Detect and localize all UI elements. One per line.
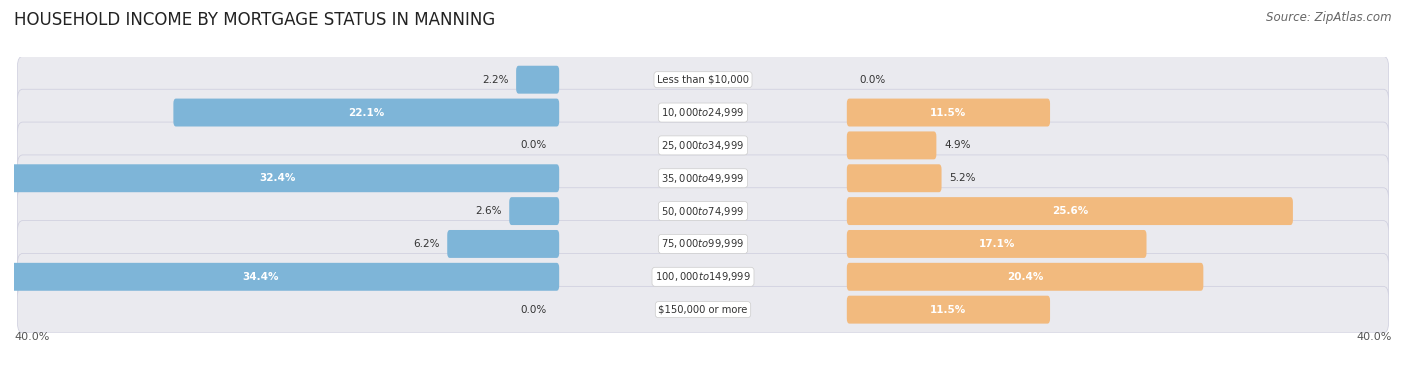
FancyBboxPatch shape <box>17 286 1389 333</box>
Text: 22.1%: 22.1% <box>349 108 384 118</box>
Text: 32.4%: 32.4% <box>259 173 295 183</box>
FancyBboxPatch shape <box>173 99 560 127</box>
Text: 5.2%: 5.2% <box>949 173 976 183</box>
FancyBboxPatch shape <box>0 164 560 192</box>
FancyBboxPatch shape <box>846 197 1294 225</box>
FancyBboxPatch shape <box>0 263 560 291</box>
FancyBboxPatch shape <box>846 230 1146 258</box>
Text: Less than $10,000: Less than $10,000 <box>657 75 749 85</box>
Text: $35,000 to $49,999: $35,000 to $49,999 <box>661 172 745 185</box>
Text: $100,000 to $149,999: $100,000 to $149,999 <box>655 270 751 283</box>
FancyBboxPatch shape <box>516 66 560 94</box>
Text: 34.4%: 34.4% <box>242 272 278 282</box>
FancyBboxPatch shape <box>17 56 1389 103</box>
Text: $75,000 to $99,999: $75,000 to $99,999 <box>661 237 745 251</box>
Text: 20.4%: 20.4% <box>1007 272 1043 282</box>
Text: $25,000 to $34,999: $25,000 to $34,999 <box>661 139 745 152</box>
Text: 25.6%: 25.6% <box>1052 206 1088 216</box>
FancyBboxPatch shape <box>846 296 1050 324</box>
FancyBboxPatch shape <box>509 197 560 225</box>
Text: 0.0%: 0.0% <box>859 75 886 85</box>
FancyBboxPatch shape <box>846 132 936 160</box>
FancyBboxPatch shape <box>17 254 1389 300</box>
Text: 40.0%: 40.0% <box>14 332 49 342</box>
FancyBboxPatch shape <box>846 99 1050 127</box>
Text: 40.0%: 40.0% <box>1357 332 1392 342</box>
Text: 11.5%: 11.5% <box>931 305 966 314</box>
Text: 0.0%: 0.0% <box>520 140 547 150</box>
Text: $50,000 to $74,999: $50,000 to $74,999 <box>661 204 745 218</box>
Text: 2.6%: 2.6% <box>475 206 502 216</box>
Text: HOUSEHOLD INCOME BY MORTGAGE STATUS IN MANNING: HOUSEHOLD INCOME BY MORTGAGE STATUS IN M… <box>14 11 495 29</box>
FancyBboxPatch shape <box>17 122 1389 169</box>
FancyBboxPatch shape <box>17 221 1389 267</box>
FancyBboxPatch shape <box>846 263 1204 291</box>
Text: 2.2%: 2.2% <box>482 75 509 85</box>
Text: 6.2%: 6.2% <box>413 239 440 249</box>
FancyBboxPatch shape <box>447 230 560 258</box>
Text: $10,000 to $24,999: $10,000 to $24,999 <box>661 106 745 119</box>
Text: 0.0%: 0.0% <box>520 305 547 314</box>
Text: 4.9%: 4.9% <box>945 140 970 150</box>
FancyBboxPatch shape <box>846 164 942 192</box>
FancyBboxPatch shape <box>17 188 1389 234</box>
FancyBboxPatch shape <box>17 89 1389 136</box>
FancyBboxPatch shape <box>17 155 1389 201</box>
Text: 11.5%: 11.5% <box>931 108 966 118</box>
Text: Source: ZipAtlas.com: Source: ZipAtlas.com <box>1267 11 1392 24</box>
Text: $150,000 or more: $150,000 or more <box>658 305 748 314</box>
Text: 17.1%: 17.1% <box>979 239 1015 249</box>
